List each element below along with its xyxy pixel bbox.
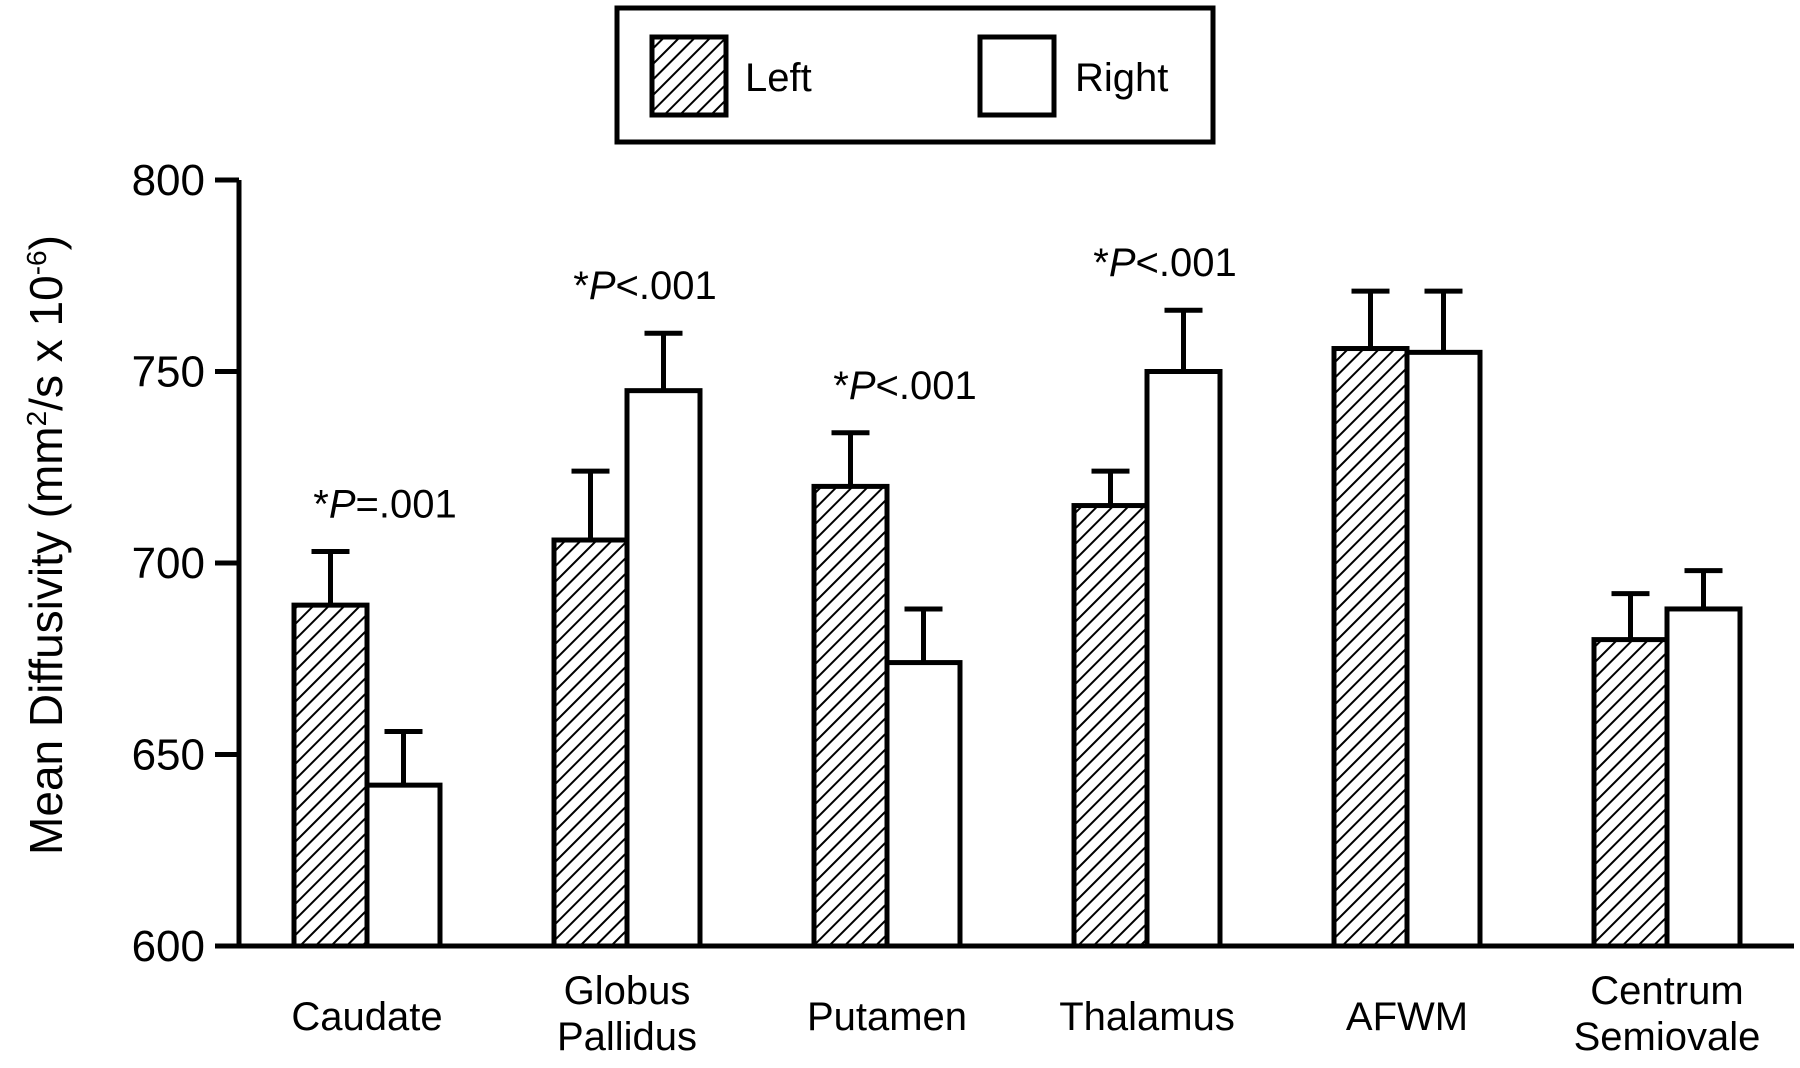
y-tick-label: 800 [132,156,205,205]
x-category-label: AFWM [1346,995,1468,1039]
x-category-label: Putamen [807,995,967,1039]
p-value-annotation: *P<.001 [833,364,976,408]
y-ticks: 800 750 700 650 600 [132,156,239,971]
y-tick-label: 650 [132,731,205,780]
y-tick-label: 700 [132,539,205,588]
x-category-label: Pallidus [557,1015,697,1059]
bar-right [1664,606,1743,949]
x-category-label: Centrum [1590,969,1743,1013]
bar-right [364,782,443,949]
bar-right [1404,349,1483,949]
legend-swatch-right [977,34,1057,118]
bar-left [551,537,630,949]
y-tick-label: 600 [132,922,205,971]
bar-right [624,388,703,949]
bar-right [884,660,963,949]
bar-left [291,602,370,949]
legend-label-right: Right [1075,56,1168,100]
y-tick-label: 750 [132,348,205,397]
bar-left [811,483,890,949]
legend: Left Right [614,5,1216,145]
p-value-annotation: *P<.001 [573,264,716,308]
bars [291,288,1743,949]
bar-left [1591,637,1670,949]
y-axis-title: Mean Diffusivity (mm2/s x 10-6) [20,235,72,855]
p-value-annotation: *P=.001 [313,483,456,527]
legend-swatch-left [649,34,729,118]
x-category-label: Semiovale [1574,1015,1761,1059]
bar-right [1144,369,1223,949]
p-value-annotation: *P<.001 [1093,241,1236,285]
x-category-label: Globus [564,969,691,1013]
legend-label-left: Left [745,56,812,100]
x-category-label: Caudate [291,995,442,1039]
bar-left [1071,503,1150,949]
x-category-label: Thalamus [1059,995,1235,1039]
significance-annotations: *P=.001 *P<.001 *P<.001 *P<.001 [313,241,1236,526]
bar-left [1331,346,1410,949]
